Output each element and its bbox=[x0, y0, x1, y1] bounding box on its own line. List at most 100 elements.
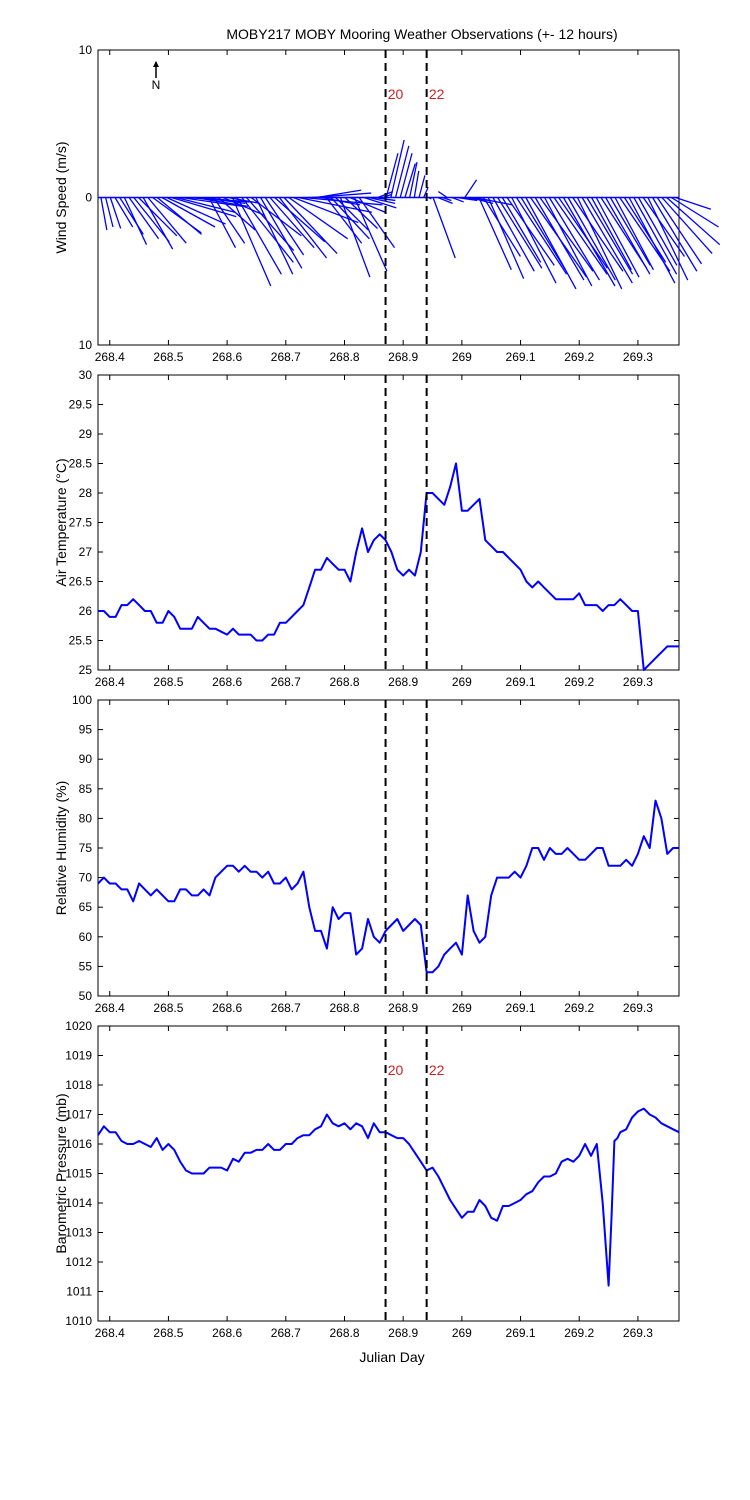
wind-stick bbox=[166, 196, 226, 225]
wind-stick bbox=[404, 163, 416, 198]
wind-stick bbox=[161, 196, 216, 228]
wind-stick bbox=[656, 197, 703, 265]
wind-stick bbox=[316, 189, 362, 199]
wind-stick bbox=[586, 197, 634, 275]
x-tick-label: 269.1 bbox=[506, 675, 536, 689]
y-tick-label: 1013 bbox=[65, 1226, 92, 1240]
wind-stick bbox=[213, 197, 246, 244]
wind-stick bbox=[581, 197, 633, 284]
y-tick-label: 30 bbox=[79, 368, 93, 382]
wind-stick bbox=[478, 197, 512, 271]
wind-stick bbox=[142, 197, 174, 250]
wind-stick bbox=[413, 170, 420, 198]
y-tick-label: 29.5 bbox=[69, 398, 93, 412]
x-tick-label: 268.8 bbox=[329, 1001, 359, 1015]
wind-stick bbox=[525, 197, 577, 290]
wind-stick bbox=[515, 197, 568, 275]
wind-stick bbox=[633, 197, 678, 275]
wind-stick bbox=[138, 197, 178, 237]
plot-frame bbox=[97, 374, 680, 671]
x-tick-label: 269.3 bbox=[623, 350, 653, 364]
wind-stick bbox=[432, 197, 456, 259]
wind-stick bbox=[675, 196, 712, 210]
wind-stick bbox=[423, 186, 429, 198]
wind-stick bbox=[335, 197, 369, 231]
x-tick-label: 268.9 bbox=[388, 1326, 418, 1340]
wind-stick bbox=[399, 153, 413, 198]
x-tick-label: 269.3 bbox=[623, 1326, 653, 1340]
wind-stick bbox=[325, 197, 363, 244]
wind-stick bbox=[511, 197, 557, 284]
x-tick-label: 268.7 bbox=[271, 1326, 301, 1340]
wind-stick bbox=[534, 197, 585, 281]
x-tick-label: 268.8 bbox=[329, 675, 359, 689]
wind-stick bbox=[222, 196, 265, 216]
wind-stick bbox=[469, 196, 494, 205]
wind-stick bbox=[647, 197, 689, 281]
wind-stick bbox=[548, 197, 601, 281]
wind-stick bbox=[264, 197, 305, 256]
wind-stick bbox=[204, 196, 242, 203]
wind-stick bbox=[241, 197, 294, 263]
x-tick-label: 268.9 bbox=[388, 350, 418, 364]
wind-stick bbox=[330, 197, 370, 240]
y-tick-label: 25 bbox=[79, 663, 93, 677]
north-label: N bbox=[152, 78, 161, 92]
wind-stick bbox=[114, 197, 134, 228]
y-axis-label: Barometric Pressure (mb) bbox=[53, 1093, 69, 1253]
x-tick-label: 268.6 bbox=[212, 350, 242, 364]
y-tick-label: 90 bbox=[79, 752, 93, 766]
x-tick-label: 269 bbox=[452, 350, 472, 364]
wind-stick bbox=[637, 197, 678, 266]
y-tick-label: 75 bbox=[79, 841, 93, 855]
wind-stick bbox=[623, 197, 667, 263]
wind-stick bbox=[666, 197, 721, 246]
wind-stick bbox=[590, 197, 632, 271]
y-tick-label: 80 bbox=[79, 811, 93, 825]
wind-stick bbox=[394, 145, 410, 198]
x-tick-label: 268.4 bbox=[95, 675, 125, 689]
wind-stick bbox=[100, 197, 108, 231]
wind-stick bbox=[553, 197, 608, 275]
x-tick-label: 269 bbox=[452, 675, 472, 689]
panels-group: 268.4 268.5 268.6 268.7 268.8 268.9 269 269.1 26… bbox=[53, 43, 721, 1340]
y-tick-label: 27 bbox=[79, 545, 93, 559]
wind-stick bbox=[269, 197, 315, 249]
plot-frame bbox=[97, 699, 680, 997]
event-label: 22 bbox=[429, 1062, 445, 1078]
y-tick-label: 85 bbox=[79, 782, 93, 796]
wind-stick bbox=[428, 196, 432, 200]
wind-stick bbox=[539, 197, 594, 272]
wind-stick bbox=[652, 197, 698, 272]
wind-stick bbox=[208, 197, 237, 248]
wind-stick bbox=[442, 196, 452, 202]
wind-stick bbox=[544, 197, 593, 287]
y-axis-label: Relative Humidity (%) bbox=[53, 781, 69, 916]
series-line bbox=[97, 799, 679, 974]
series-line bbox=[97, 1107, 680, 1287]
y-tick-label: 28 bbox=[79, 486, 93, 500]
y-tick-label: 25.5 bbox=[69, 634, 93, 648]
x-tick-label: 269.1 bbox=[506, 1326, 536, 1340]
y-tick-label: 95 bbox=[79, 723, 93, 737]
x-tick-label: 268.4 bbox=[95, 1001, 125, 1015]
wind-stick bbox=[385, 153, 399, 198]
wind-stick bbox=[605, 197, 651, 275]
y-axis-label: Wind Speed (m/s) bbox=[53, 141, 69, 253]
x-tick-label: 268.7 bbox=[271, 1001, 301, 1015]
y-tick-label: 70 bbox=[79, 871, 93, 885]
wind-stick bbox=[171, 196, 237, 218]
x-tick-label: 269.1 bbox=[506, 1001, 536, 1015]
y-tick-label: 29 bbox=[79, 427, 93, 441]
y-tick-label: 10 bbox=[79, 43, 93, 57]
y-tick-label: 1014 bbox=[65, 1196, 92, 1210]
wind-stick bbox=[217, 197, 256, 231]
x-tick-label: 268.5 bbox=[153, 350, 183, 364]
wind-stick bbox=[418, 175, 426, 198]
panel-1: 268.4 268.5 268.6 268.7 268.8 268.9 269 269.1 26… bbox=[53, 43, 721, 364]
wind-stick bbox=[363, 196, 397, 209]
wind-stick bbox=[408, 161, 418, 198]
x-tick-label: 269.2 bbox=[564, 1001, 594, 1015]
wind-stick bbox=[255, 197, 294, 275]
